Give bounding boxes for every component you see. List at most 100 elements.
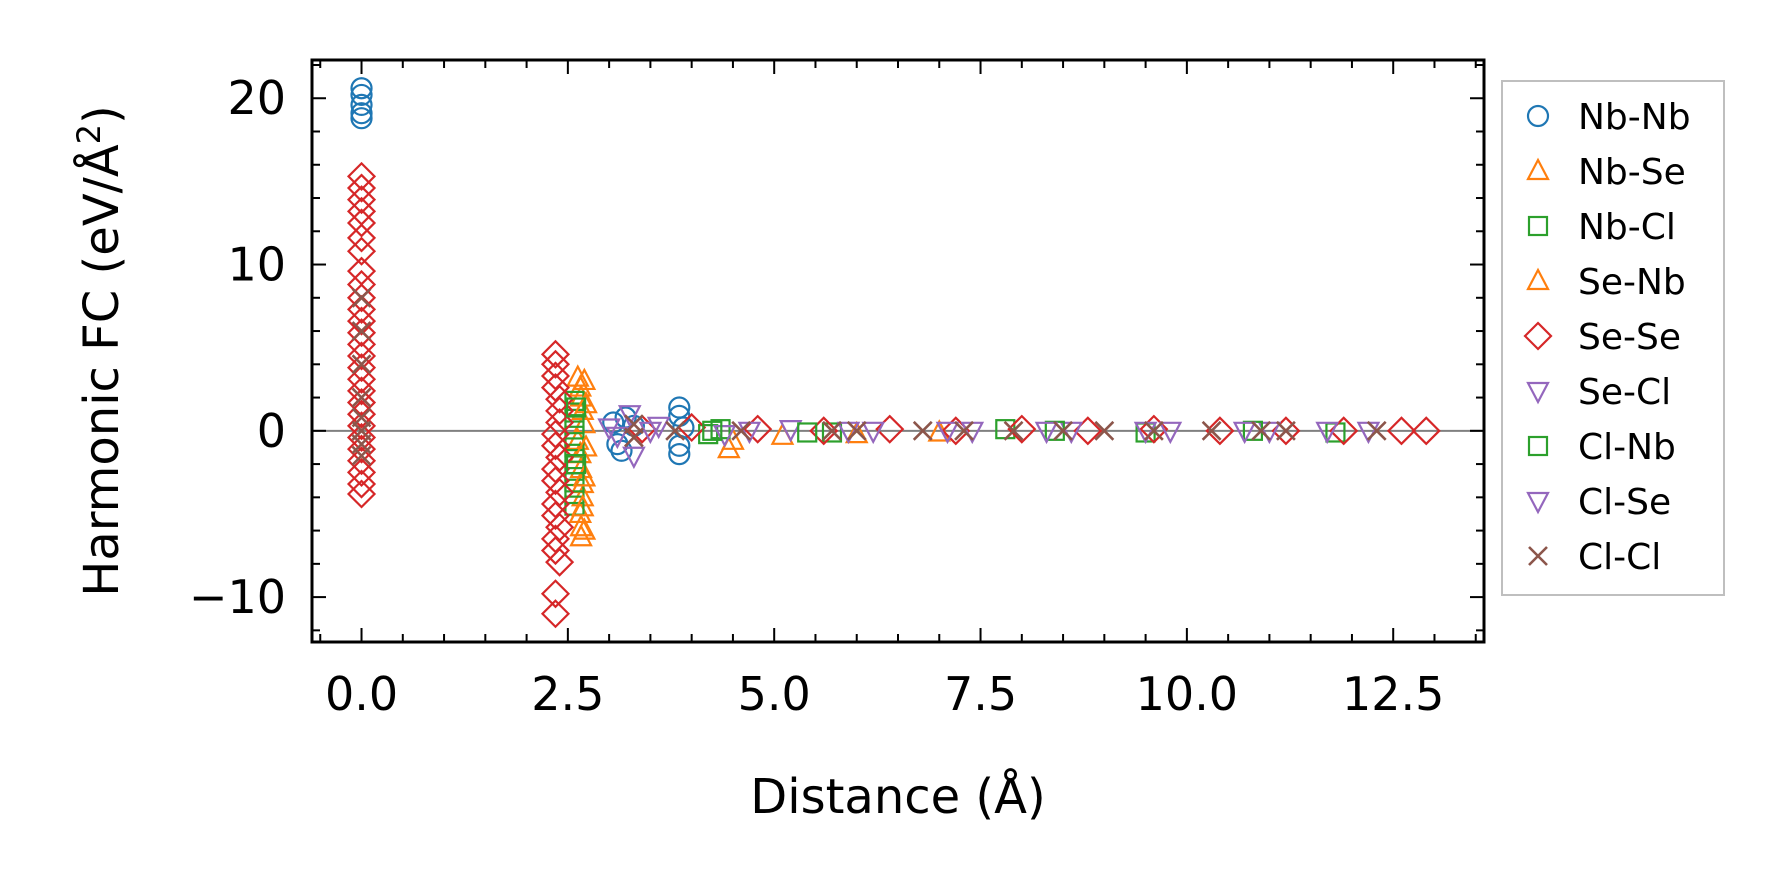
- data-point: [623, 427, 644, 448]
- data-point: [540, 339, 571, 369]
- x-tick-label: 7.5: [944, 667, 1017, 721]
- axis-ticks: 0.0 2.5 5.0 7.5 10.0 12.5 −10 0 10 20: [189, 58, 1486, 721]
- legend-marker: [1526, 381, 1550, 405]
- x-tick-label: 12.5: [1342, 667, 1444, 721]
- legend-marker: [1527, 435, 1549, 457]
- data-point: [346, 446, 377, 476]
- data-point: [778, 420, 803, 443]
- data-point: [1053, 420, 1073, 441]
- data-point: [540, 431, 571, 461]
- series-se-se: [346, 161, 1441, 629]
- legend-marker: [1528, 546, 1548, 566]
- data-point: [1158, 421, 1183, 445]
- data-point: [346, 479, 377, 509]
- data-point: [346, 434, 377, 464]
- data-point: [351, 321, 372, 341]
- y-axis-label-superscript: 2: [70, 124, 108, 144]
- data-point: [346, 208, 377, 238]
- legend: Nb-Nb Nb-Se Nb-Cl Se-Nb Se-Se Se-Cl Cl-Nb Cl-Se…: [1501, 80, 1725, 596]
- data-point: [821, 422, 843, 443]
- data-point: [1232, 421, 1257, 445]
- data-point: [346, 422, 377, 453]
- data-point: [597, 418, 621, 441]
- data-point: [569, 384, 593, 407]
- legend-label: Se-Cl: [1578, 372, 1671, 413]
- data-point: [1251, 420, 1272, 441]
- legend-label: Nb-Se: [1578, 152, 1686, 193]
- data-point: [846, 420, 867, 441]
- data-point: [1143, 420, 1164, 441]
- data-point: [809, 416, 839, 446]
- data-point: [954, 420, 974, 441]
- data-point: [545, 384, 575, 414]
- series-nb-se: [565, 364, 952, 547]
- legend-marker: [1526, 104, 1550, 128]
- data-point: [346, 341, 377, 371]
- data-point: [350, 77, 373, 100]
- data-point: [545, 547, 575, 577]
- data-point: [540, 466, 571, 496]
- data-point: [566, 397, 587, 418]
- data-point: [570, 493, 595, 517]
- data-point: [731, 420, 752, 441]
- data-point: [1315, 421, 1340, 445]
- data-point: [1366, 420, 1387, 441]
- y-axis-label-tail: ): [74, 105, 130, 124]
- data-point: [346, 469, 377, 499]
- y-tick-label: 10: [227, 238, 286, 292]
- data-point: [861, 421, 886, 445]
- data-point: [564, 414, 585, 435]
- legend-label: Se-Se: [1578, 317, 1681, 358]
- legend-item: Nb-Nb: [1526, 97, 1691, 138]
- data-point: [540, 579, 571, 609]
- x-tick-label: 0.0: [325, 667, 398, 721]
- data-point: [1411, 416, 1441, 446]
- data-point: [1201, 420, 1222, 441]
- legend-label: Nb-Cl: [1578, 207, 1676, 248]
- data-point: [646, 416, 671, 440]
- data-point: [569, 513, 593, 537]
- data-point: [1094, 420, 1115, 441]
- data-point: [346, 173, 377, 203]
- data-point: [1205, 416, 1235, 446]
- data-point: [346, 283, 377, 313]
- series-cl-cl: [351, 287, 1387, 466]
- x-tick-label: 2.5: [531, 667, 604, 721]
- data-point: [351, 445, 372, 466]
- data-point: [351, 354, 372, 375]
- data-point: [540, 349, 571, 379]
- legend-marker: [1526, 157, 1550, 181]
- data-point: [702, 420, 723, 441]
- data-point: [1007, 414, 1037, 444]
- data-point: [346, 223, 377, 253]
- data-point: [346, 364, 377, 394]
- data-point: [540, 599, 571, 629]
- data-point: [572, 464, 597, 487]
- axes-frame: [310, 58, 1486, 644]
- data-point: [1386, 416, 1417, 446]
- data-point: [350, 93, 373, 116]
- legend-item: Cl-Cl: [1528, 537, 1661, 578]
- data-point: [350, 83, 373, 107]
- data-point: [565, 364, 590, 387]
- legend-item: Cl-Nb: [1527, 427, 1676, 468]
- data-point: [622, 446, 646, 470]
- data-point: [770, 422, 795, 445]
- legend-marker: [1526, 267, 1550, 291]
- y-tick-label: 20: [227, 71, 286, 125]
- legend-marker: [1526, 491, 1550, 515]
- data-point: [668, 442, 691, 466]
- data-point: [672, 416, 695, 439]
- data-point: [797, 422, 818, 443]
- legend-label: Cl-Nb: [1578, 427, 1676, 468]
- data-point: [1003, 420, 1024, 441]
- data-point: [822, 420, 842, 441]
- data-point: [605, 426, 630, 450]
- data-point: [1276, 420, 1296, 441]
- legend-item: Se-Nb: [1526, 262, 1686, 303]
- y-axis-label-main: Harmonic FC (eV/Å: [73, 144, 130, 597]
- data-point: [564, 448, 585, 470]
- legend-label: Nb-Nb: [1578, 97, 1691, 138]
- data-point: [912, 420, 933, 441]
